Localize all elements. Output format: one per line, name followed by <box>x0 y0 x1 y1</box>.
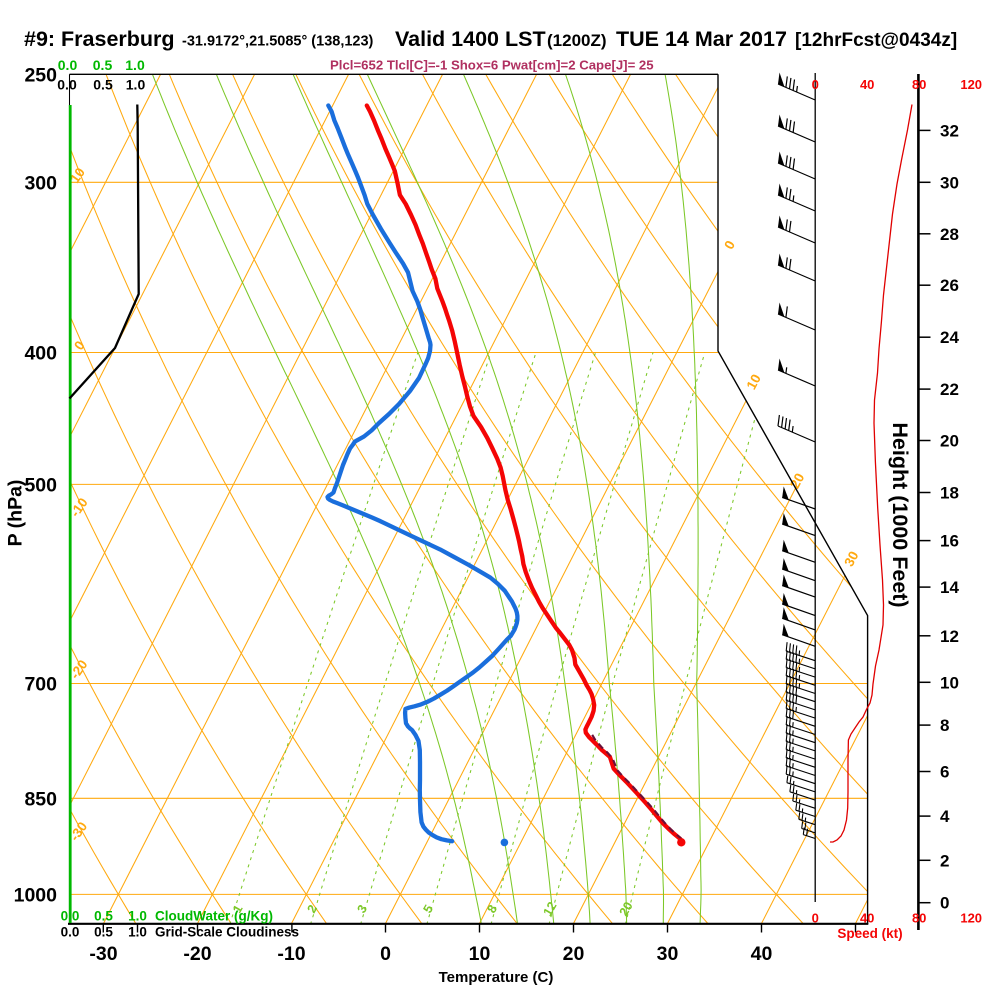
svg-text:P (hPa): P (hPa) <box>5 480 27 547</box>
svg-text:18: 18 <box>940 484 959 503</box>
svg-text:0: 0 <box>812 77 819 92</box>
svg-text:28: 28 <box>940 225 959 244</box>
svg-text:30: 30 <box>657 943 679 965</box>
svg-text:0.5: 0.5 <box>94 909 113 924</box>
svg-text:22: 22 <box>940 380 959 399</box>
svg-text:CloudWater (g/Kg): CloudWater (g/Kg) <box>155 909 273 924</box>
svg-text:40: 40 <box>860 77 874 92</box>
svg-text:0.0: 0.0 <box>57 77 77 93</box>
svg-text:-31.9172°,21.5085° (138,123): -31.9172°,21.5085° (138,123) <box>182 34 374 50</box>
svg-text:30: 30 <box>841 549 861 569</box>
svg-text:26: 26 <box>940 276 959 295</box>
svg-text:0.5: 0.5 <box>93 77 113 93</box>
svg-text:20: 20 <box>940 432 959 451</box>
svg-text:40: 40 <box>751 943 773 965</box>
svg-text:120: 120 <box>960 77 982 92</box>
svg-text:32: 32 <box>940 121 959 140</box>
svg-text:14: 14 <box>940 578 959 597</box>
svg-text:-10: -10 <box>277 943 305 965</box>
svg-text:0.0: 0.0 <box>58 57 78 73</box>
svg-text:(1200Z): (1200Z) <box>547 31 607 50</box>
svg-text:2: 2 <box>940 851 949 870</box>
svg-text:80: 80 <box>912 911 926 926</box>
svg-text:1000: 1000 <box>14 884 58 906</box>
svg-text:10: 10 <box>744 372 764 392</box>
svg-text:1.0: 1.0 <box>128 925 147 940</box>
svg-text:0: 0 <box>940 894 949 913</box>
svg-text:-30: -30 <box>89 943 117 965</box>
svg-text:24: 24 <box>940 328 959 347</box>
svg-text:0.5: 0.5 <box>94 925 113 940</box>
svg-text:700: 700 <box>24 673 57 695</box>
svg-text:250: 250 <box>24 65 57 87</box>
svg-text:16: 16 <box>940 532 959 551</box>
svg-text:0.0: 0.0 <box>61 909 80 924</box>
svg-text:40: 40 <box>860 911 874 926</box>
svg-text:8: 8 <box>940 716 949 735</box>
svg-text:Speed (kt): Speed (kt) <box>837 926 902 941</box>
svg-text:500: 500 <box>24 474 57 496</box>
svg-text:0.0: 0.0 <box>61 925 80 940</box>
svg-text:10: 10 <box>469 943 491 965</box>
svg-text:0: 0 <box>812 911 819 926</box>
svg-text:#9: Fraserburg: #9: Fraserburg <box>24 27 175 51</box>
svg-text:TUE 14 Mar 2017: TUE 14 Mar 2017 <box>616 27 787 51</box>
svg-text:Height (1000 Feet): Height (1000 Feet) <box>888 422 912 607</box>
svg-text:850: 850 <box>24 788 57 810</box>
svg-text:400: 400 <box>24 342 57 364</box>
svg-text:Temperature (C): Temperature (C) <box>439 969 554 986</box>
svg-text:12: 12 <box>940 627 959 646</box>
svg-text:120: 120 <box>960 911 982 926</box>
svg-text:20: 20 <box>617 899 636 918</box>
svg-text:0: 0 <box>380 943 391 965</box>
svg-text:1.0: 1.0 <box>128 909 147 924</box>
svg-text:10: 10 <box>940 673 959 692</box>
svg-text:30: 30 <box>940 173 959 192</box>
svg-text:[12hrFcst@0434z]: [12hrFcst@0434z] <box>795 30 957 51</box>
svg-text:Grid-Scale Cloudiness: Grid-Scale Cloudiness <box>155 925 299 940</box>
svg-text:0.5: 0.5 <box>93 57 113 73</box>
svg-text:300: 300 <box>24 172 57 194</box>
svg-text:12: 12 <box>540 899 559 918</box>
svg-text:1.0: 1.0 <box>125 57 145 73</box>
svg-text:Valid 1400 LST: Valid 1400 LST <box>395 27 546 51</box>
svg-text:6: 6 <box>940 763 949 782</box>
svg-text:20: 20 <box>787 471 807 491</box>
svg-text:4: 4 <box>940 807 950 826</box>
svg-text:-20: -20 <box>183 943 211 965</box>
svg-text:1.0: 1.0 <box>126 77 146 93</box>
svg-text:20: 20 <box>563 943 585 965</box>
svg-text:10: 10 <box>67 165 88 186</box>
svg-text:Plcl=652 Tlcl[C]=-1 Shox=6 Pwa: Plcl=652 Tlcl[C]=-1 Shox=6 Pwat[cm]=2 Ca… <box>330 58 654 73</box>
svg-text:80: 80 <box>912 77 926 92</box>
